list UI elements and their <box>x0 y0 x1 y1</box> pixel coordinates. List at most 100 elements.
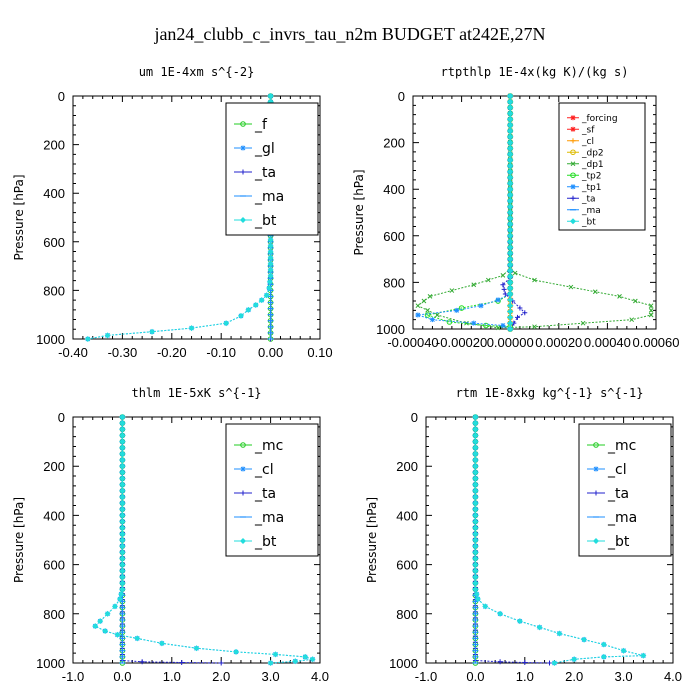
data-point <box>119 530 126 537</box>
data-point <box>648 303 654 309</box>
y-tick-label: 800 <box>43 283 65 298</box>
data-point <box>507 244 514 251</box>
data-point <box>507 302 514 309</box>
x-tick-label: 0.0 <box>466 669 484 684</box>
series-ta <box>500 93 528 332</box>
data-point <box>495 297 501 303</box>
x-tick-label: 1.0 <box>163 669 181 684</box>
data-point <box>472 549 479 556</box>
data-point <box>522 660 528 666</box>
data-point <box>267 93 274 99</box>
data-point <box>119 463 126 470</box>
data-point <box>507 145 514 152</box>
data-point <box>267 236 274 243</box>
data-point <box>302 653 309 660</box>
legend-marker <box>240 466 246 472</box>
data-point <box>473 591 480 598</box>
data-point <box>472 500 479 507</box>
y-tick-label: 800 <box>43 607 65 622</box>
data-point <box>507 221 514 228</box>
series-line <box>121 417 222 664</box>
data-point <box>507 174 514 181</box>
y-tick-label: 0 <box>411 410 418 425</box>
data-point <box>472 444 479 451</box>
legend-label: _ma <box>581 206 601 216</box>
data-point <box>472 555 479 562</box>
data-point <box>507 104 514 111</box>
data-point <box>600 641 607 648</box>
data-point <box>514 314 520 320</box>
y-tick-label: 400 <box>43 186 65 201</box>
chart-panel-4: rtm 1E-8xkg kg^{-1} s^{-1} Pressure [hPa]… <box>365 386 682 684</box>
y-tick-label: 800 <box>396 607 418 622</box>
y-tick-label: 0 <box>398 89 405 104</box>
data-point <box>119 586 126 593</box>
series-line <box>417 96 511 330</box>
legend-box <box>558 102 646 231</box>
data-point <box>119 580 126 587</box>
y-tick-label: 600 <box>383 229 405 244</box>
legend-marker <box>240 145 246 151</box>
data-point <box>472 512 479 519</box>
x-tick-label: 1.0 <box>516 669 534 684</box>
legend-marker <box>570 218 576 225</box>
series-bt <box>92 414 316 666</box>
data-point <box>267 266 274 273</box>
data-point <box>507 110 514 117</box>
data-point <box>629 317 635 323</box>
data-point <box>139 659 145 665</box>
legend-marker <box>570 149 576 156</box>
legend-label: _cl <box>607 462 627 478</box>
data-point <box>620 647 627 654</box>
x-tick-label: -1.0 <box>415 669 437 684</box>
x-tick-label: 0.00040 <box>584 335 631 350</box>
data-point <box>471 320 477 326</box>
data-point <box>263 292 270 299</box>
data-point <box>600 653 607 660</box>
y-tick-label: 600 <box>43 558 65 573</box>
data-point <box>119 512 126 519</box>
data-point <box>427 294 433 299</box>
legend: _forcing_sf _cl_dp2 _dp1_tp2 _tp1_ta _ma_bt <box>558 102 646 231</box>
legend-marker <box>240 538 246 544</box>
data-point <box>472 463 479 470</box>
data-point <box>119 475 126 482</box>
legend-marker <box>240 217 246 223</box>
data-point <box>218 660 224 666</box>
data-point <box>512 270 518 276</box>
data-point <box>454 307 460 313</box>
x-tick-label: -0.00020 <box>436 335 487 350</box>
legend-label: _ta <box>581 194 596 204</box>
data-point <box>266 284 273 291</box>
data-point <box>478 303 484 309</box>
legend-label: _f <box>254 117 268 133</box>
data-point <box>507 267 514 274</box>
data-point <box>119 444 126 451</box>
legend-label: _bt <box>581 217 596 227</box>
data-point <box>267 248 274 255</box>
data-point <box>507 308 514 315</box>
plot-frame <box>72 95 321 340</box>
x-tick-label: -1.0 <box>62 669 84 684</box>
legend-marker <box>593 490 599 496</box>
legend-marker <box>240 121 246 127</box>
data-point <box>507 180 514 187</box>
data-point <box>472 487 479 494</box>
plot-frame <box>72 416 321 664</box>
data-point <box>92 623 99 630</box>
data-point <box>449 288 455 293</box>
data-point <box>119 506 126 513</box>
y-tick-label: 800 <box>383 275 405 290</box>
data-point <box>158 640 165 647</box>
x-tick-label: -0.00040 <box>387 335 438 350</box>
data-point <box>472 567 479 574</box>
y-axis-label: Pressure [hPa] <box>352 169 366 255</box>
data-point <box>425 308 430 313</box>
y-tick-label: 1000 <box>389 656 418 671</box>
legend-marker <box>593 466 599 472</box>
data-point <box>507 285 514 292</box>
data-point <box>272 651 279 658</box>
legend-label: _ta <box>254 165 276 181</box>
data-point <box>472 481 479 488</box>
data-point <box>472 573 479 580</box>
